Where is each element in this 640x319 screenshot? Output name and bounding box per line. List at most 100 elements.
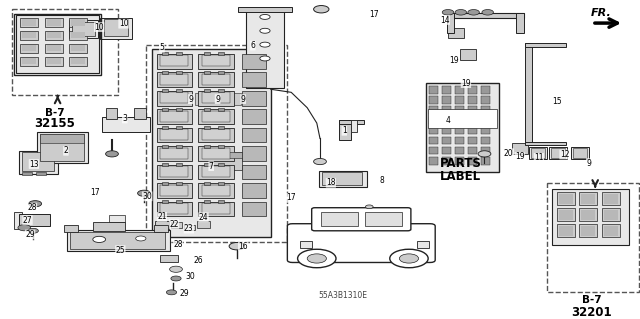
Bar bbox=[525, 43, 532, 145]
Bar bbox=[238, 7, 292, 12]
Bar bbox=[242, 54, 266, 69]
Bar bbox=[162, 71, 168, 74]
Text: 17: 17 bbox=[369, 10, 380, 19]
Bar bbox=[20, 44, 38, 53]
Bar bbox=[525, 43, 566, 47]
FancyBboxPatch shape bbox=[287, 224, 435, 263]
Bar bbox=[162, 145, 168, 148]
Bar bbox=[218, 52, 224, 56]
Bar bbox=[481, 157, 490, 165]
Bar bbox=[160, 203, 188, 214]
Bar bbox=[19, 214, 50, 226]
Bar bbox=[198, 165, 234, 179]
Bar bbox=[20, 56, 38, 66]
Bar bbox=[198, 109, 234, 124]
Bar bbox=[481, 117, 490, 124]
Bar bbox=[246, 8, 284, 88]
Text: 9: 9 bbox=[586, 159, 591, 167]
Bar bbox=[22, 172, 32, 175]
Bar bbox=[426, 83, 499, 172]
Circle shape bbox=[399, 254, 419, 263]
Bar bbox=[102, 117, 150, 132]
Bar bbox=[429, 107, 438, 114]
Bar bbox=[557, 224, 575, 237]
Text: 10: 10 bbox=[118, 19, 129, 28]
Bar bbox=[47, 32, 61, 39]
Bar bbox=[198, 54, 234, 69]
Bar bbox=[157, 72, 192, 87]
Bar bbox=[197, 221, 210, 228]
Text: B-7: B-7 bbox=[582, 295, 602, 305]
Bar bbox=[531, 148, 545, 158]
Bar bbox=[208, 151, 246, 172]
Text: 6: 6 bbox=[250, 41, 255, 50]
Bar bbox=[481, 127, 490, 134]
Bar bbox=[468, 157, 477, 165]
Text: 25: 25 bbox=[115, 246, 125, 255]
Bar bbox=[160, 92, 188, 103]
Text: 19: 19 bbox=[461, 78, 471, 88]
Bar bbox=[67, 230, 170, 251]
Text: LABEL: LABEL bbox=[440, 170, 481, 183]
Bar bbox=[69, 31, 87, 40]
Bar bbox=[45, 56, 63, 66]
Circle shape bbox=[298, 249, 336, 268]
Bar bbox=[19, 151, 58, 174]
Bar bbox=[155, 221, 169, 229]
Bar bbox=[22, 19, 36, 26]
Text: 10: 10 bbox=[94, 23, 104, 32]
Bar bbox=[242, 202, 266, 216]
Bar bbox=[160, 111, 188, 122]
Text: 19: 19 bbox=[449, 56, 460, 64]
Bar bbox=[218, 182, 224, 185]
Bar bbox=[160, 185, 188, 196]
Bar bbox=[429, 147, 438, 154]
Bar bbox=[202, 185, 230, 196]
Bar bbox=[300, 241, 312, 248]
Circle shape bbox=[138, 190, 150, 196]
Bar bbox=[604, 194, 618, 204]
Bar bbox=[160, 148, 188, 159]
Bar bbox=[160, 129, 188, 140]
Text: 2: 2 bbox=[63, 146, 68, 155]
Bar bbox=[604, 210, 618, 220]
Text: 21: 21 bbox=[157, 212, 166, 221]
Bar bbox=[40, 134, 84, 161]
Bar bbox=[12, 9, 118, 95]
Circle shape bbox=[442, 10, 454, 15]
Bar bbox=[154, 225, 168, 232]
Bar bbox=[176, 52, 182, 56]
Text: 3: 3 bbox=[122, 114, 127, 123]
Bar bbox=[242, 165, 266, 179]
Text: 7: 7 bbox=[209, 162, 214, 171]
Text: 4: 4 bbox=[445, 115, 451, 124]
Text: 29: 29 bbox=[179, 289, 189, 298]
Bar bbox=[468, 147, 477, 154]
Text: 17: 17 bbox=[90, 188, 100, 197]
Bar bbox=[202, 148, 230, 159]
Bar bbox=[69, 56, 87, 66]
Bar bbox=[106, 108, 117, 119]
Text: 9: 9 bbox=[188, 95, 193, 104]
Bar bbox=[162, 108, 168, 111]
Bar bbox=[321, 212, 358, 226]
Bar bbox=[429, 127, 438, 134]
Bar bbox=[162, 89, 168, 92]
Bar bbox=[204, 89, 210, 92]
Circle shape bbox=[106, 151, 118, 157]
Circle shape bbox=[390, 249, 428, 268]
Bar bbox=[602, 224, 620, 237]
Bar bbox=[442, 96, 451, 104]
Bar bbox=[157, 165, 192, 179]
Bar bbox=[218, 71, 224, 74]
Bar bbox=[579, 192, 597, 205]
Bar bbox=[162, 163, 168, 166]
Text: 19: 19 bbox=[515, 152, 525, 161]
Bar bbox=[442, 117, 451, 124]
Bar bbox=[579, 224, 597, 237]
Bar bbox=[157, 202, 192, 216]
Bar bbox=[160, 74, 188, 85]
Bar bbox=[176, 71, 182, 74]
Bar bbox=[22, 152, 54, 171]
Bar bbox=[455, 137, 464, 144]
